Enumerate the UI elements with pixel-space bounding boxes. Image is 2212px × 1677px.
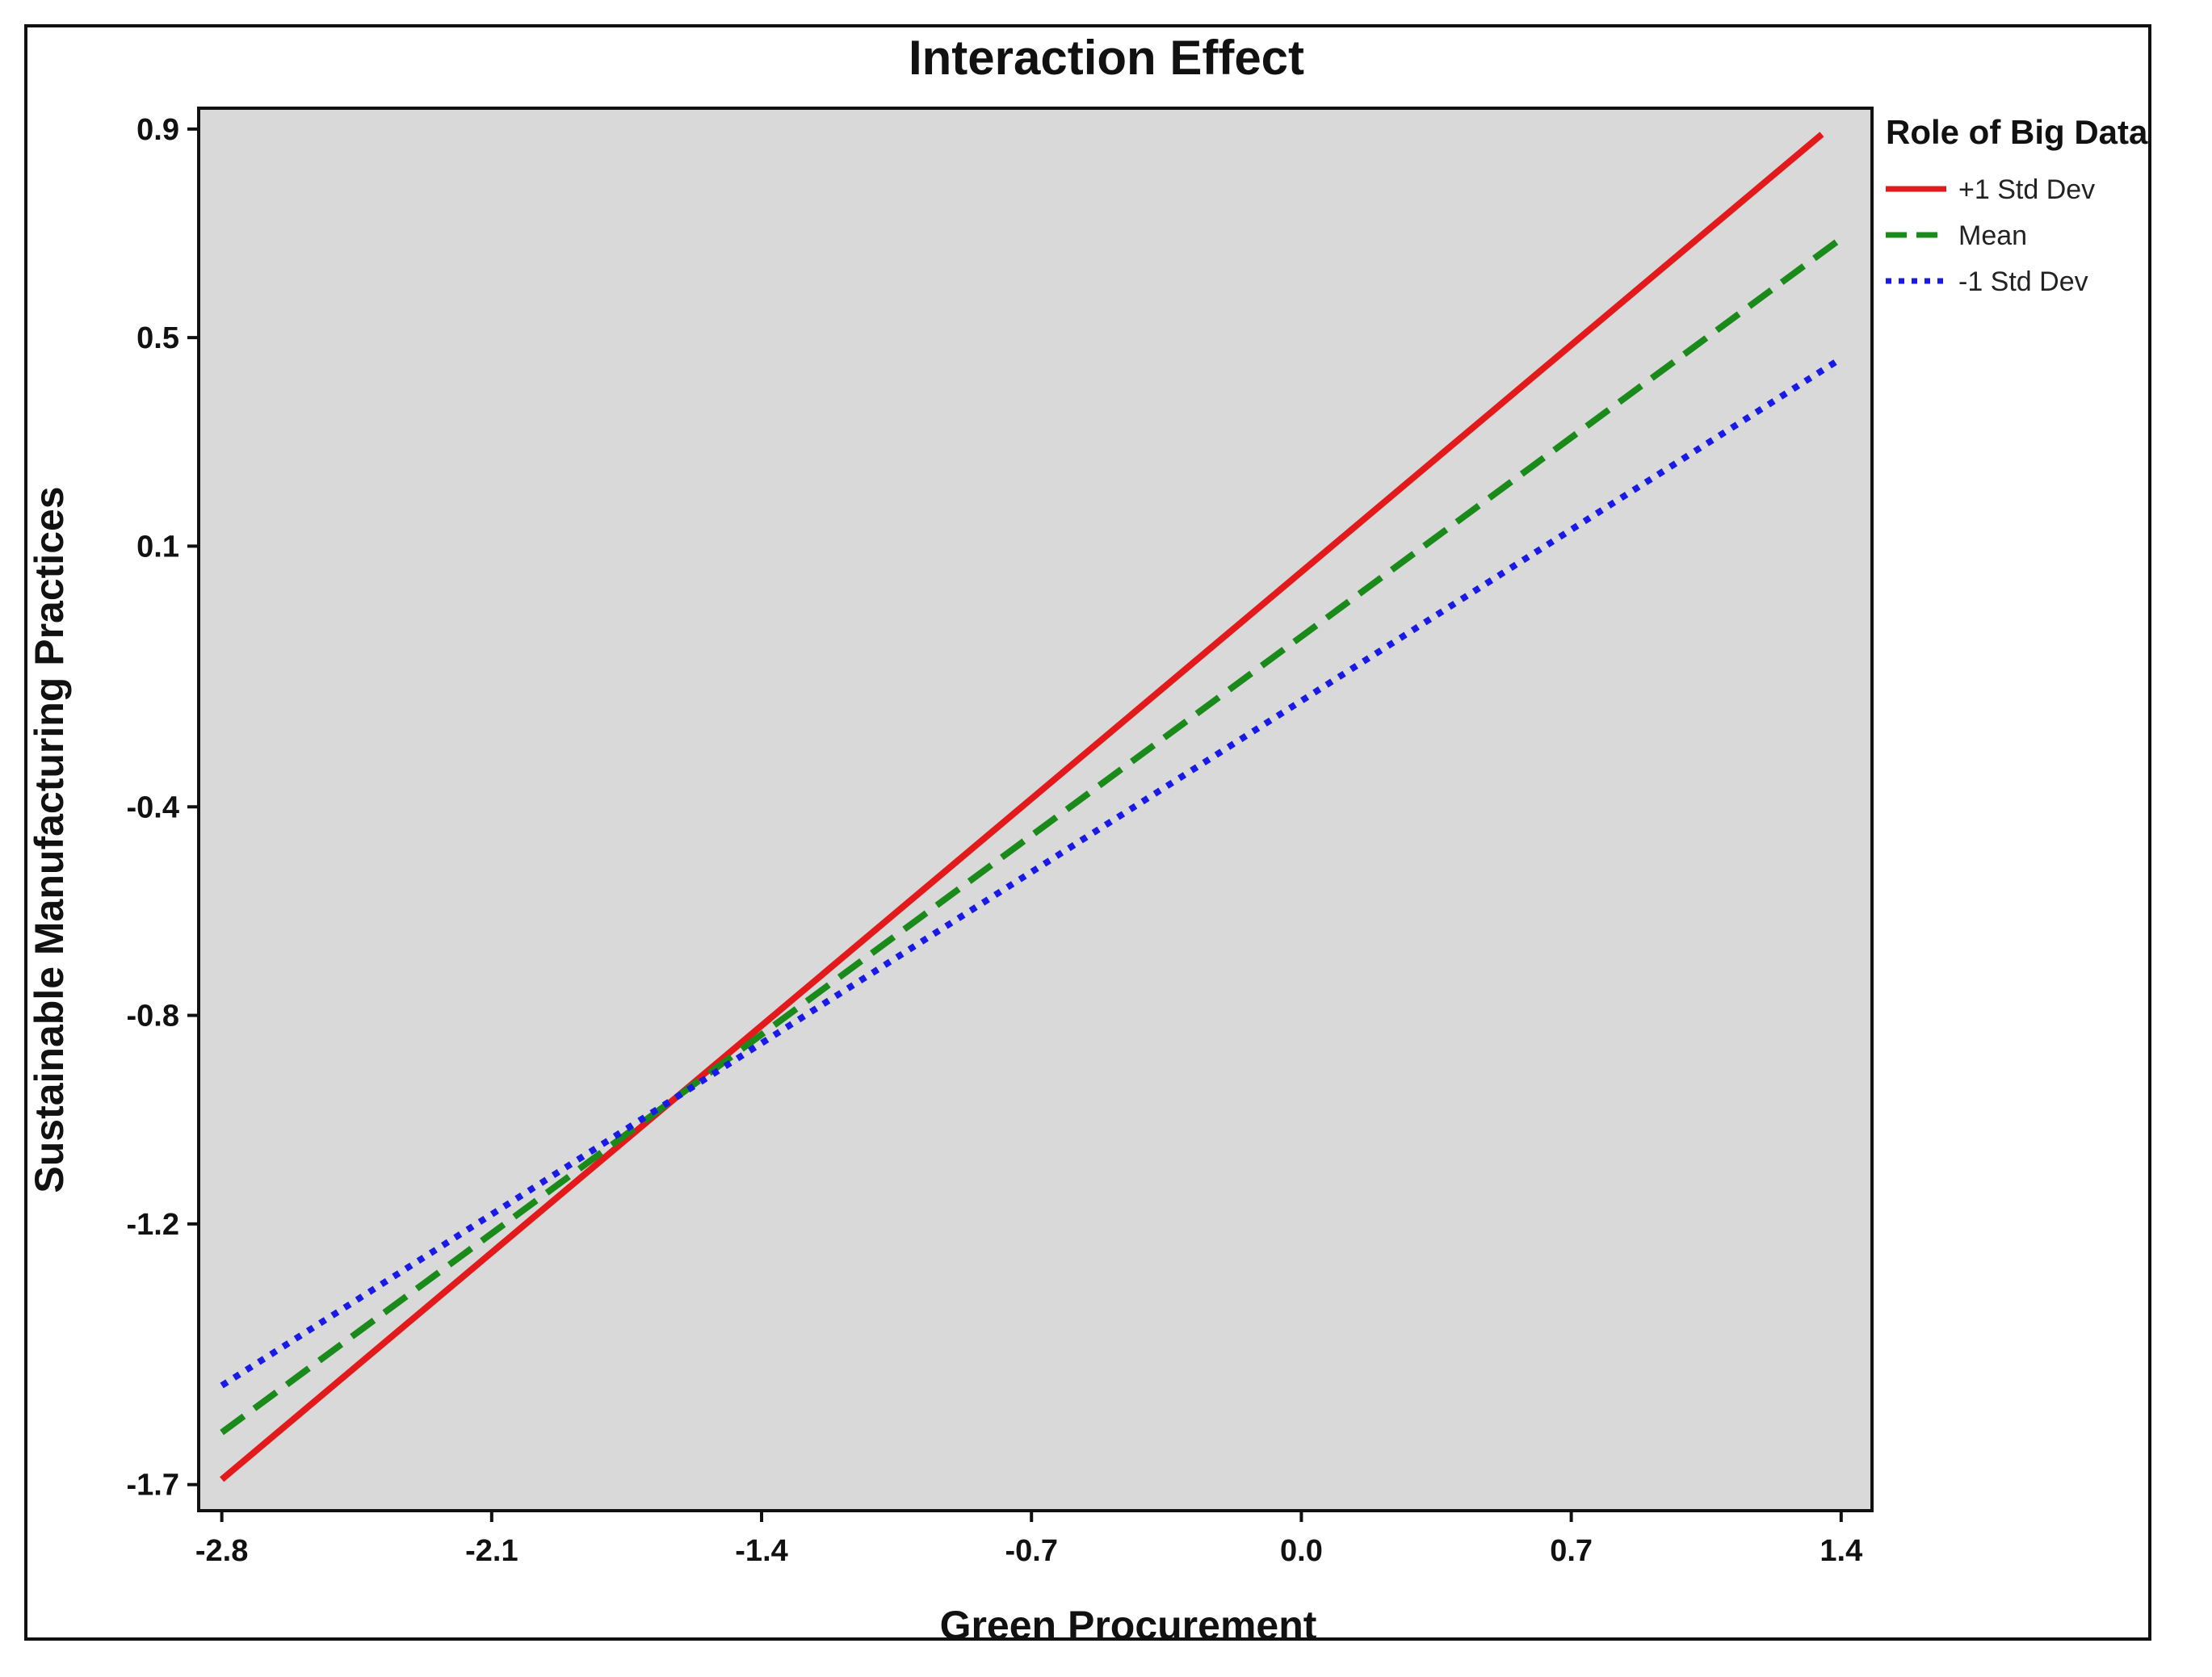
legend: Role of Big Data +1 Std Dev Mean -1 Std De… xyxy=(1886,113,2148,297)
x-axis: -2.8 -2.1 -1.4 -0.7 0.0 0.7 1.4 xyxy=(195,1511,1862,1568)
x-tick-label: -2.8 xyxy=(195,1534,248,1568)
legend-label: Mean xyxy=(1958,220,2027,251)
x-tick-label: -1.4 xyxy=(735,1534,787,1568)
series-lines xyxy=(220,132,1844,1482)
y-tick-label: 0.9 xyxy=(136,113,179,147)
x-axis-label: Green Procurement xyxy=(940,1603,1317,1648)
chart-title: Interaction Effect xyxy=(909,31,1304,85)
y-axis-label: Sustainable Manufacturing Practices xyxy=(27,486,72,1193)
x-tick-label: 0.0 xyxy=(1280,1534,1323,1568)
y-tick-label: -0.4 xyxy=(127,790,179,824)
y-axis: 0.9 0.5 0.1 -0.4 -0.8 -1.2 -1.7 xyxy=(127,113,199,1503)
legend-label: +1 Std Dev xyxy=(1958,174,2095,205)
x-tick-label: 0.7 xyxy=(1550,1534,1593,1568)
x-tick-label: 1.4 xyxy=(1820,1534,1862,1568)
x-tick-label: -0.7 xyxy=(1005,1534,1057,1568)
series-line-2 xyxy=(220,236,1844,1436)
legend-label: -1 Std Dev xyxy=(1958,266,2088,297)
y-tick-label: -1.7 xyxy=(127,1469,179,1503)
y-tick-label: -0.8 xyxy=(127,1000,179,1033)
y-tick-label: 0.5 xyxy=(136,321,179,355)
plot-area xyxy=(197,107,1874,1512)
legend-title: Role of Big Data xyxy=(1886,113,2148,151)
y-tick-label: -1.2 xyxy=(127,1208,179,1242)
y-tick-label: 0.1 xyxy=(136,530,179,564)
series-line-1 xyxy=(220,132,1824,1482)
x-tick-label: -2.1 xyxy=(465,1534,518,1568)
